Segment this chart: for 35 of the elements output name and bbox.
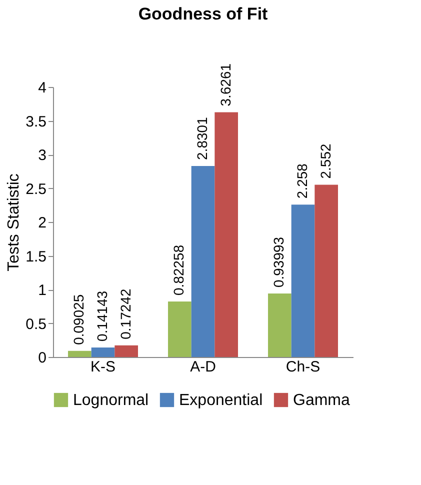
- x-tick-label: K-S: [90, 358, 116, 376]
- bar: [214, 112, 238, 357]
- bar: [91, 347, 115, 357]
- bar: [314, 184, 338, 357]
- legend-label: Gamma: [293, 392, 350, 409]
- bar: [191, 166, 215, 357]
- y-tick-label: 2: [38, 214, 46, 232]
- bar: [291, 204, 315, 357]
- y-tick-label: 0.5: [26, 316, 46, 333]
- y-tick-label: 3.5: [26, 113, 46, 130]
- legend-label: Lognormal: [73, 392, 149, 409]
- bar: [168, 301, 192, 357]
- data-label: 0.82258: [170, 244, 187, 296]
- data-label: 2.258: [294, 163, 310, 199]
- y-tick-label: 0: [38, 350, 46, 366]
- data-label: 2.8301: [194, 116, 210, 160]
- legend-label: Exponential: [179, 392, 263, 409]
- y-axis-title: Tests Statistic: [6, 174, 23, 272]
- bar: [114, 345, 138, 357]
- y-tick-label: 2.5: [26, 180, 46, 198]
- x-tick-label: A-D: [190, 358, 216, 376]
- data-label: 2.552: [317, 143, 334, 179]
- chart-title: Goodness of Fit: [138, 4, 268, 24]
- data-label: 0.93993: [270, 236, 287, 288]
- x-tick-label: Ch-S: [286, 358, 320, 376]
- y-tick-label: 1.5: [26, 248, 46, 266]
- y-tick-label: 1: [38, 282, 46, 299]
- data-label: 0.09025: [70, 294, 87, 345]
- bar: [68, 350, 92, 357]
- y-tick-label: 3: [38, 147, 46, 164]
- bar: [268, 294, 292, 357]
- data-label: 3.6261: [217, 63, 234, 106]
- data-label: 0.17242: [117, 288, 134, 340]
- y-tick-label: 4: [38, 80, 46, 96]
- data-label: 0.14143: [94, 290, 110, 342]
